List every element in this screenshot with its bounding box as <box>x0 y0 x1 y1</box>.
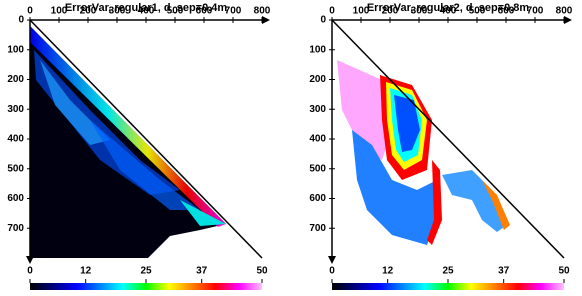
y-tick-label: 600 <box>7 193 24 204</box>
colorbar-tick-label: 25 <box>442 266 454 277</box>
x-axis-arrow <box>564 16 572 24</box>
y-tick-label: 400 <box>309 134 326 145</box>
y-tick-label: 200 <box>7 74 24 85</box>
x-axis-arrow <box>262 16 270 24</box>
y-tick-label: 300 <box>309 104 326 115</box>
x-tick-label: 300 <box>109 6 126 17</box>
colorbar <box>30 283 262 290</box>
y-tick-label: 700 <box>309 223 326 234</box>
y-tick-label: 600 <box>309 193 326 204</box>
x-tick-label: 200 <box>382 6 399 17</box>
y-tick-label: 300 <box>7 104 24 115</box>
y-tick-label: 700 <box>7 223 24 234</box>
x-tick-label: 0 <box>27 6 33 17</box>
colorbar-tick-label: 37 <box>498 266 510 277</box>
colorbar-tick-label: 12 <box>80 266 92 277</box>
colorbar-tick-label: 25 <box>140 266 152 277</box>
x-tick-label: 600 <box>498 6 515 17</box>
y-axis-arrow <box>26 256 34 264</box>
x-tick-label: 700 <box>225 6 242 17</box>
x-tick-label: 700 <box>527 6 544 17</box>
x-tick-label: 500 <box>469 6 486 17</box>
y-tick-label: 200 <box>309 74 326 85</box>
x-tick-label: 800 <box>556 6 573 17</box>
field <box>332 26 510 258</box>
x-tick-label: 400 <box>138 6 155 17</box>
boundary-line <box>29 19 263 259</box>
field <box>30 26 226 258</box>
x-tick-label: 0 <box>329 6 335 17</box>
boundary-line <box>331 19 565 259</box>
colorbar-tick-label: 0 <box>329 266 335 277</box>
chart-title: ErrorVar, regular2, d_sep=0.8m <box>367 2 530 14</box>
y-tick-label: 500 <box>7 163 24 174</box>
x-tick-label: 200 <box>80 6 97 17</box>
chart-title: ErrorVar, regular1, d_sep=0.4m <box>65 2 228 14</box>
colorbar-tick-label: 50 <box>256 266 268 277</box>
y-tick-label: 100 <box>7 44 24 55</box>
colorbar-tick-label: 12 <box>382 266 394 277</box>
colorbar-tick-label: 0 <box>27 266 33 277</box>
x-tick-label: 800 <box>254 6 271 17</box>
x-tick-label: 500 <box>167 6 184 17</box>
x-tick-label: 400 <box>440 6 457 17</box>
y-tick-label: 400 <box>7 134 24 145</box>
y-tick-label: 0 <box>320 15 326 26</box>
colorbar-tick-label: 37 <box>196 266 208 277</box>
x-tick-label: 300 <box>411 6 428 17</box>
colorbar-tick-label: 50 <box>558 266 570 277</box>
y-axis-arrow <box>328 256 336 264</box>
x-tick-label: 100 <box>51 6 68 17</box>
y-tick-label: 500 <box>309 163 326 174</box>
y-tick-label: 0 <box>18 15 24 26</box>
colorbar <box>332 283 564 290</box>
x-tick-label: 600 <box>196 6 213 17</box>
y-tick-label: 100 <box>309 44 326 55</box>
x-tick-label: 100 <box>353 6 370 17</box>
